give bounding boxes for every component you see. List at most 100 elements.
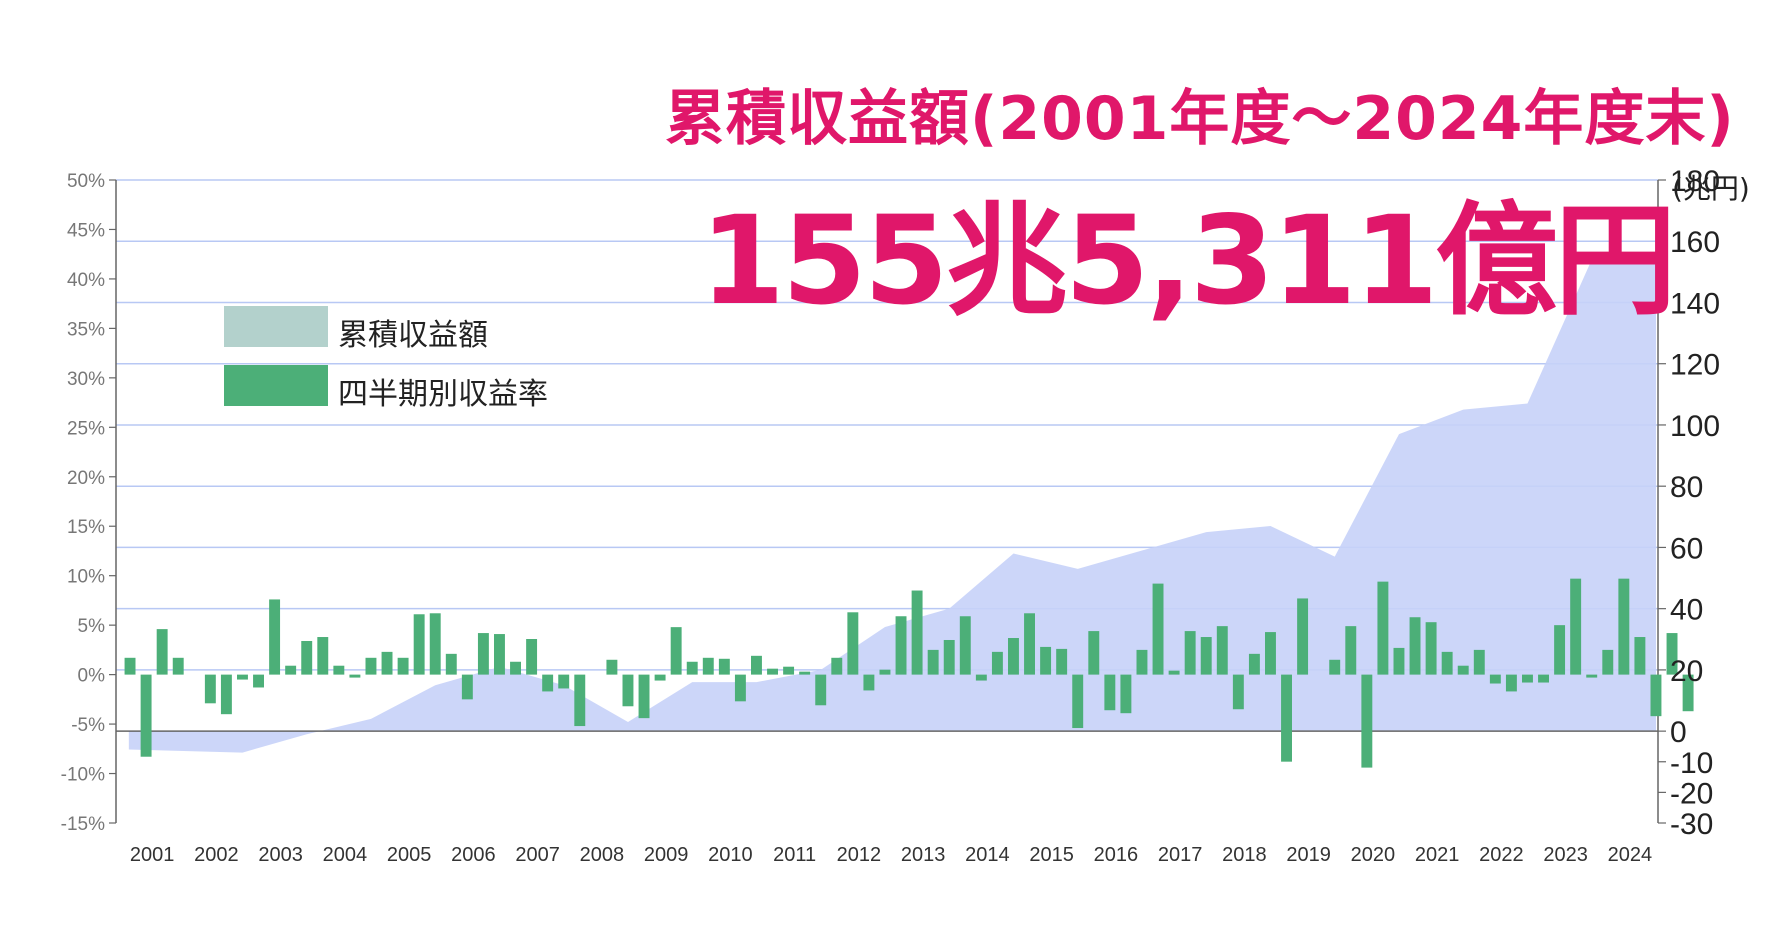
quarterly-return-bar: [863, 674, 875, 691]
quarterly-return-bar: [1152, 583, 1164, 675]
quarterly-return-bar: [1088, 631, 1100, 675]
quarterly-return-bar: [734, 674, 746, 702]
right-axis-unit: (兆円): [1672, 172, 1750, 205]
quarterly-return-bar: [1200, 637, 1212, 675]
quarterly-return-bar: [1425, 622, 1437, 675]
quarterly-return-bar: [574, 674, 586, 727]
quarterly-return-bar: [1377, 581, 1389, 675]
right-tick-label: -30: [1670, 808, 1713, 841]
left-tick-label: 30%: [67, 369, 105, 390]
left-tick-label: -15%: [61, 814, 105, 835]
quarterly-return-bar: [1297, 598, 1309, 675]
left-tick-label: 40%: [67, 270, 105, 291]
quarterly-return-bar: [959, 616, 971, 675]
quarterly-return-bar: [445, 653, 457, 675]
quarterly-return-bar: [333, 665, 345, 675]
quarterly-return-bar: [1489, 674, 1501, 684]
quarterly-return-bar: [1136, 649, 1148, 675]
quarterly-return-bar: [1008, 638, 1019, 675]
year-label: 2013: [901, 844, 946, 866]
right-tick-label: 120: [1670, 349, 1720, 382]
quarterly-return-bar: [1265, 632, 1276, 675]
year-label: 2007: [515, 844, 560, 866]
quarterly-return-bar: [1024, 613, 1035, 675]
quarterly-return-bar: [1329, 659, 1341, 675]
quarterly-return-bar: [1232, 674, 1244, 710]
quarterly-return-bar: [1216, 626, 1228, 675]
quarterly-return-bar: [702, 657, 714, 675]
quarterly-return-bar: [1248, 653, 1260, 675]
year-label: 2019: [1286, 844, 1331, 866]
year-label: 2014: [965, 844, 1010, 866]
quarterly-return-bar: [1457, 665, 1469, 675]
quarterly-return-bar: [1345, 626, 1357, 675]
page-title: 累積収益額(2001年度〜2024年度末): [665, 84, 1735, 154]
year-label: 2016: [1094, 844, 1139, 866]
left-tick-label: 0%: [78, 666, 106, 687]
year-label: 2010: [708, 844, 753, 866]
quarterly-return-bar: [686, 661, 698, 675]
right-tick-label: 140: [1670, 287, 1720, 320]
quarterly-return-bar: [1168, 670, 1180, 675]
year-label: 2001: [130, 844, 175, 866]
left-tick-label: 50%: [67, 171, 105, 192]
quarterly-return-bar: [1473, 649, 1485, 675]
right-tick-label: 0: [1670, 716, 1687, 749]
left-axis-ticks: 50% 45% 40% 35% 30% 25% 20% 15% 10% 5% 0% -5% -10% -1…: [61, 171, 116, 835]
grid-lines: [116, 179, 1658, 671]
quarterly-return-bar: [494, 634, 505, 675]
right-tick-label: 80: [1670, 471, 1703, 504]
quarterly-return-bar: [638, 674, 650, 719]
year-label: 2003: [258, 844, 303, 866]
year-label: 2004: [323, 844, 368, 866]
year-label: 2006: [451, 844, 496, 866]
year-label: 2018: [1222, 844, 1267, 866]
quarterly-return-bar: [767, 668, 778, 675]
left-tick-label: 10%: [67, 567, 105, 588]
quarterly-return-bar: [317, 637, 329, 675]
quarterly-return-bar: [943, 639, 955, 675]
quarterly-return-bar: [1682, 674, 1694, 712]
year-label: 2008: [580, 844, 625, 866]
quarterly-return-bar: [477, 633, 489, 675]
cumulative-area: [128, 253, 1657, 753]
left-tick-label: -5%: [71, 715, 105, 736]
quarterly-return-bar: [1040, 646, 1052, 675]
quarterly-return-bar: [1281, 674, 1292, 762]
quarterly-return-bar: [156, 629, 168, 675]
left-tick-label: 35%: [67, 319, 105, 340]
quarterly-return-bar: [654, 674, 666, 681]
right-tick-label: 20: [1670, 655, 1703, 688]
quarterly-return-bar: [510, 661, 521, 675]
quarterly-return-bar: [799, 671, 811, 675]
quarterly-return-bar: [815, 674, 827, 706]
year-label: 2022: [1479, 844, 1524, 866]
year-label: 2012: [837, 844, 882, 866]
quarterly-return-bar: [1538, 674, 1549, 683]
quarterly-return-bar: [1361, 674, 1373, 768]
left-tick-label: 5%: [78, 616, 106, 637]
year-label: 2024: [1608, 844, 1653, 866]
quarterly-return-bar: [365, 657, 377, 675]
quarterly-return-bar: [461, 674, 473, 700]
year-label: 2015: [1029, 844, 1074, 866]
right-tick-label: 100: [1670, 410, 1720, 443]
quarterly-return-bar: [220, 674, 232, 715]
right-tick-label: -10: [1670, 747, 1713, 780]
right-axis-ticks: 180 160 140 120 100 80 60 40 20 0-10-20-30: [1658, 165, 1720, 841]
year-label: 2011: [773, 844, 816, 866]
quarterly-return-bar: [783, 666, 795, 675]
quarterly-return-bar: [927, 649, 939, 675]
quarterly-return-bar: [847, 612, 859, 675]
quarterly-return-bar: [622, 674, 634, 707]
quarterly-return-bar: [606, 659, 618, 675]
quarterly-return-bar: [1634, 637, 1646, 675]
quarterly-return-bar: [1570, 578, 1582, 675]
quarterly-return-bar: [1505, 674, 1517, 692]
year-label: 2002: [194, 844, 239, 866]
quarterly-return-bar: [1554, 625, 1566, 675]
quarterly-return-bar: [204, 674, 216, 704]
quarterly-return-bar: [301, 640, 313, 675]
quarterly-return-bar: [670, 627, 682, 675]
